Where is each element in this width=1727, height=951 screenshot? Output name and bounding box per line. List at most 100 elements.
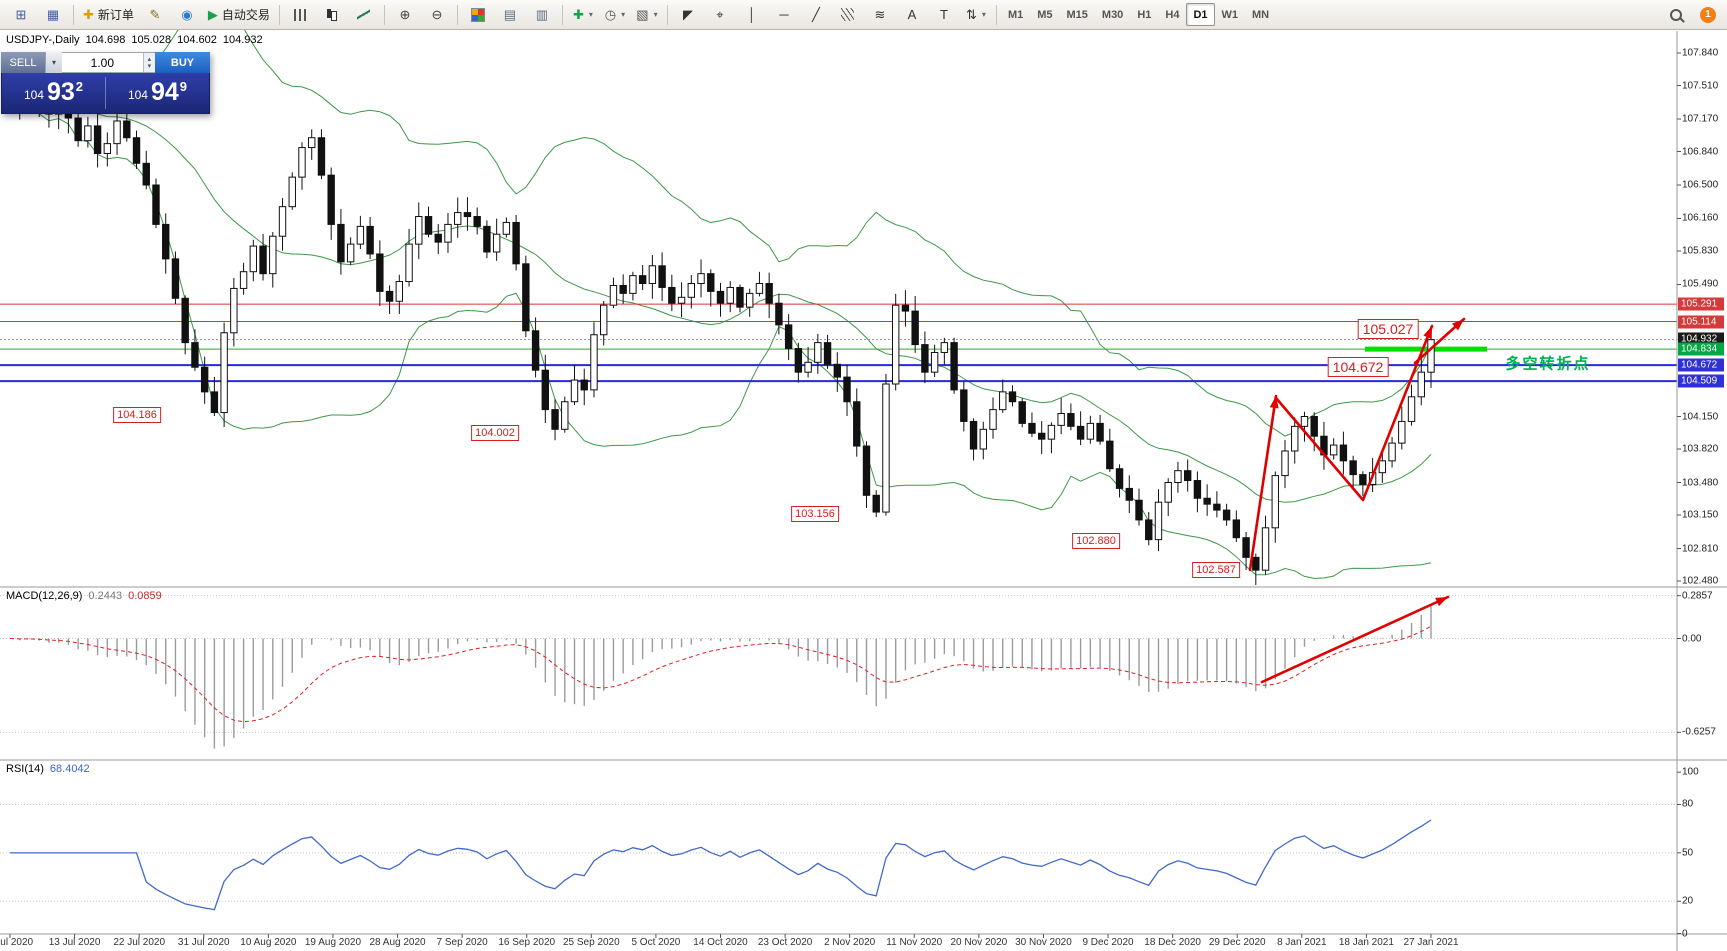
- toolbar-separator: [278, 4, 280, 25]
- toolbar-separator: [383, 4, 385, 25]
- toolbar-separator: [666, 4, 668, 25]
- auto-trading-label: 自动交易: [221, 8, 270, 22]
- tile-windows-icon[interactable]: [462, 2, 494, 28]
- text-icon[interactable]: A: [907, 7, 917, 22]
- new-order-label: 新订单: [97, 8, 134, 22]
- macd-main-value: 0.2443: [88, 590, 123, 602]
- new-window-icon[interactable]: ▤: [503, 6, 517, 22]
- volume-input[interactable]: [62, 53, 143, 72]
- rsi-axis-label: 100: [1682, 766, 1699, 778]
- tf-m1-button[interactable]: M1: [1007, 8, 1024, 21]
- date-axis-label: 13 Jul 2020: [48, 937, 101, 948]
- tf-d1-button[interactable]: D1: [1186, 3, 1215, 26]
- line-chart-icon[interactable]: [348, 2, 380, 28]
- open-value: 104.698: [85, 34, 126, 46]
- date-axis-label: 2 Nov 2020: [824, 937, 876, 948]
- sell-price[interactable]: 104 93 2: [2, 73, 105, 113]
- buy-price[interactable]: 104 94 9: [106, 73, 209, 113]
- tf-h4-button[interactable]: H4: [1165, 8, 1180, 21]
- price-axis-label: 102.480: [1682, 575, 1719, 587]
- zoom-in-icon[interactable]: ⊕: [399, 6, 411, 22]
- sell-price-sup: 2: [75, 79, 84, 94]
- template-picker-button[interactable]: ▧ ▾: [636, 6, 658, 22]
- date-axis-label: 10 Aug 2020: [240, 937, 297, 948]
- ohlc-bars-icon[interactable]: [284, 2, 316, 28]
- volume-down-icon[interactable]: ▾: [147, 62, 152, 70]
- label-icon[interactable]: T: [939, 7, 948, 22]
- trendline-icon[interactable]: ╱: [812, 6, 820, 22]
- date-axis-label: 23 Oct 2020: [757, 937, 813, 948]
- price-callout-label[interactable]: 102.880: [1072, 533, 1120, 549]
- candlestick-icon[interactable]: [316, 2, 348, 28]
- price-badge: 104.672: [1678, 358, 1724, 372]
- price-callout-label[interactable]: 102.587: [1192, 562, 1240, 578]
- rsi-indicator-label: RSI(14) 68.4042: [6, 763, 90, 775]
- turning-point-note[interactable]: 多空转折点: [1505, 355, 1591, 373]
- price-badge: 104.834: [1678, 342, 1724, 356]
- auto-trading-icon: ▶: [207, 6, 218, 22]
- horizontal-line-icon[interactable]: ─: [779, 7, 789, 22]
- caret-down-icon: ▾: [981, 10, 986, 19]
- tf-w1-button[interactable]: W1: [1221, 8, 1239, 21]
- rsi-value: 68.4042: [49, 763, 90, 775]
- buy-price-sup: 9: [179, 79, 188, 94]
- window-list-icon[interactable]: ▥: [535, 6, 549, 22]
- tf-h1-button[interactable]: H1: [1137, 8, 1152, 21]
- date-axis-label: 25 Sep 2020: [562, 937, 620, 948]
- buy-button[interactable]: BUY: [155, 52, 210, 73]
- date-axis-label: 30 Nov 2020: [1015, 937, 1072, 948]
- fibonacci-icon[interactable]: ≋: [874, 6, 886, 22]
- trend-arrows[interactable]: [1248, 317, 1466, 684]
- date-axis-label: 19 Aug 2020: [304, 937, 362, 948]
- notification-badge[interactable]: 1: [1700, 6, 1716, 23]
- price-callout-label[interactable]: 104.186: [113, 407, 161, 423]
- sell-options-caret-icon[interactable]: ▾: [45, 52, 62, 73]
- cursor-icon[interactable]: ◤: [682, 6, 693, 22]
- period-picker-button[interactable]: ◷ ▾: [604, 6, 626, 22]
- crosshair-icon[interactable]: ⌖: [716, 6, 724, 22]
- new-order-button[interactable]: ✚ 新订单: [78, 2, 139, 28]
- channel-icon[interactable]: [832, 2, 864, 28]
- new-chart-icon[interactable]: ⊞: [15, 6, 27, 22]
- tf-mn-button[interactable]: MN: [1252, 8, 1270, 21]
- price-callout-label[interactable]: 104.002: [471, 425, 519, 441]
- price-callout-label-large[interactable]: 104.672: [1327, 357, 1389, 377]
- tf-m5-button[interactable]: M5: [1037, 8, 1053, 21]
- date-axis-label: 27 Jan 2021: [1403, 937, 1459, 948]
- date-axis-label: 18 Jan 2021: [1338, 937, 1394, 948]
- rsi-axis-label: 20: [1682, 895, 1694, 907]
- community-icon[interactable]: ◉: [181, 6, 193, 22]
- tf-m15-button[interactable]: M15: [1066, 8, 1088, 21]
- rsi-name: RSI(14): [6, 763, 44, 775]
- rsi-line: [10, 819, 1432, 911]
- price-axis-label: 106.840: [1682, 146, 1719, 157]
- axis-ticks: [9, 52, 1681, 938]
- buy-price-base: 104: [127, 88, 148, 102]
- toolbar-separator: [456, 4, 458, 25]
- search-icon[interactable]: [1662, 2, 1694, 28]
- toolbar-separator: [73, 4, 74, 25]
- volume-up-icon[interactable]: ▴: [147, 55, 152, 63]
- auto-trading-button[interactable]: ▶ 自动交易: [203, 2, 275, 28]
- tf-m30-button[interactable]: M30: [1101, 8, 1124, 21]
- arrows-button[interactable]: ⇅ ▾: [965, 6, 986, 22]
- price-axis-label: 103.820: [1682, 443, 1719, 455]
- date-axis-label: 18 Dec 2020: [1144, 937, 1201, 948]
- metaeditor-icon[interactable]: ✎: [149, 6, 161, 22]
- sell-button[interactable]: SELL: [1, 52, 45, 73]
- macd-signal-value: 0.0859: [128, 590, 162, 602]
- price-callout-label[interactable]: 103.156: [791, 506, 839, 522]
- date-axis-label: 14 Oct 2020: [693, 937, 748, 948]
- date-axis-label: 28 Aug 2020: [369, 937, 426, 948]
- macd-histogram: [19, 604, 1432, 749]
- candlesticks: [6, 64, 1435, 586]
- price-axis-label: 103.480: [1682, 477, 1719, 488]
- price-callout-label-large[interactable]: 105.027: [1357, 319, 1419, 339]
- profiles-icon[interactable]: ▦: [46, 6, 60, 22]
- price-axis-label: 105.490: [1682, 278, 1719, 290]
- zoom-out-icon[interactable]: ⊖: [431, 6, 443, 22]
- add-indicator-button[interactable]: ✚ ▾: [572, 6, 593, 22]
- vertical-line-icon[interactable]: │: [747, 7, 756, 22]
